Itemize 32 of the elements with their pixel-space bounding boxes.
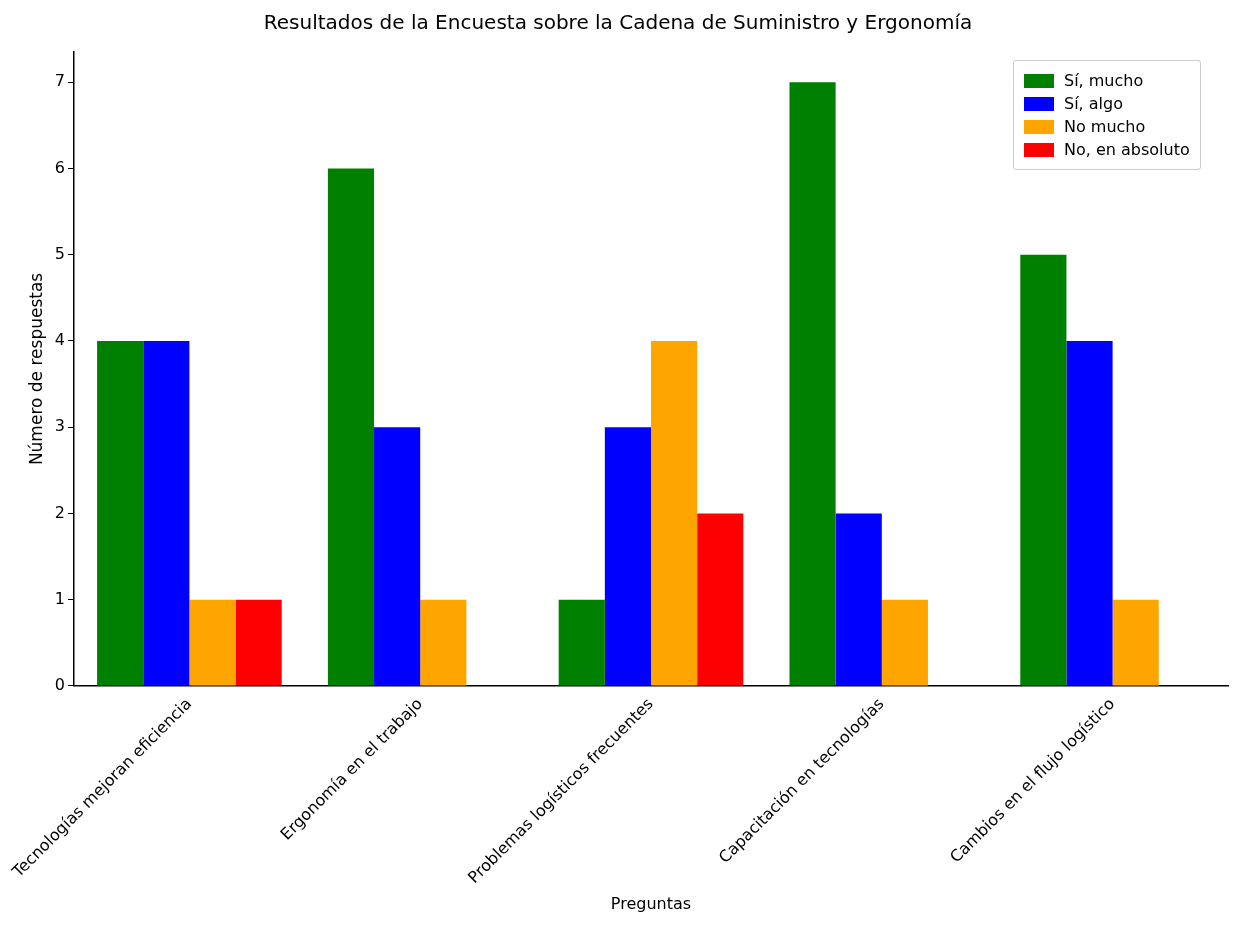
bar bbox=[789, 82, 836, 686]
legend-label: No mucho bbox=[1064, 117, 1146, 136]
bar bbox=[604, 427, 652, 686]
bar bbox=[235, 599, 282, 686]
y-tick-label: 1 bbox=[54, 588, 66, 608]
y-axis-title: Número de respuestas bbox=[26, 272, 47, 466]
bar bbox=[835, 513, 882, 686]
bar bbox=[697, 513, 744, 686]
y-tick-label: 3 bbox=[54, 416, 66, 436]
bar bbox=[1112, 599, 1159, 686]
chart-title: Resultados de la Encuesta sobre la Cadena de Suministro y Ergonomía bbox=[263, 10, 973, 35]
bar bbox=[189, 599, 236, 686]
legend-label: Sí, algo bbox=[1064, 94, 1123, 113]
bar bbox=[1066, 340, 1113, 686]
y-tick-label: 6 bbox=[54, 157, 66, 177]
bar bbox=[327, 168, 375, 686]
bar bbox=[651, 340, 698, 686]
bar bbox=[374, 427, 421, 686]
y-tick-label: 2 bbox=[54, 502, 66, 522]
bar bbox=[420, 599, 467, 686]
bar bbox=[1020, 254, 1067, 686]
y-tick-label: 0 bbox=[54, 675, 66, 695]
bar bbox=[558, 599, 605, 686]
y-tick-label: 7 bbox=[54, 71, 66, 91]
bar bbox=[881, 599, 928, 686]
y-tick-label: 4 bbox=[54, 330, 66, 350]
y-tick-label: 5 bbox=[54, 243, 66, 263]
bar bbox=[143, 340, 190, 686]
x-axis-title: Preguntas bbox=[610, 893, 692, 913]
legend-label: No, en absoluto bbox=[1064, 140, 1190, 159]
legend-label: Sí, mucho bbox=[1064, 71, 1144, 90]
bar bbox=[97, 340, 144, 686]
